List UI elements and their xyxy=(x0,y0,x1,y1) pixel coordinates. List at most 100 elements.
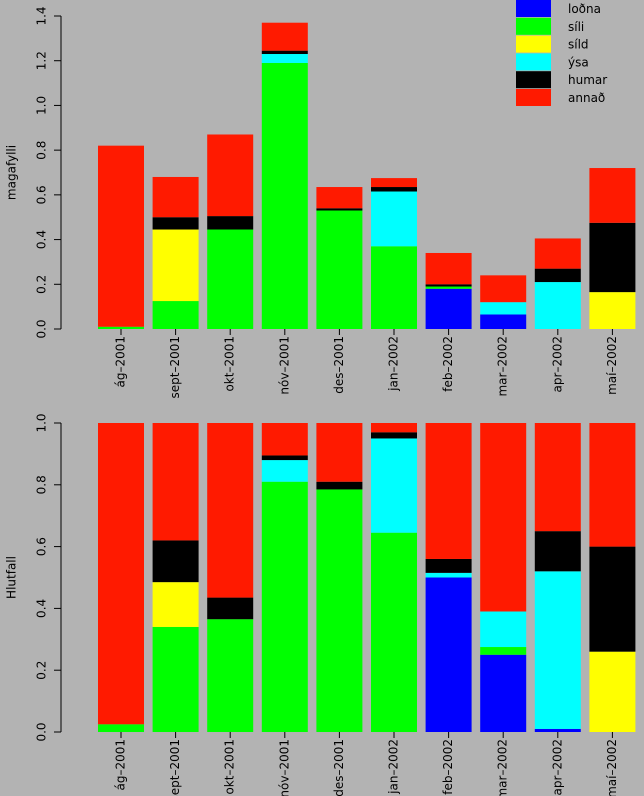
bar-segment-humar-1 xyxy=(152,217,199,230)
legend-label-sili: síli xyxy=(568,20,584,34)
bar-segment-lodna-8 xyxy=(534,728,581,732)
bar-segment-sili-1 xyxy=(152,301,199,329)
bar-segment-lodna-6 xyxy=(425,577,472,732)
bar-segment-humar-2 xyxy=(207,597,254,620)
x-tick-label: okt–2001 xyxy=(223,739,237,795)
proportion-panel: ág–2001 sept–2001 okt–2001 nóv–2001 des–2001… xyxy=(5,413,636,796)
y-tick-label: 0.0 xyxy=(35,722,49,741)
bar-segment-sili-2 xyxy=(207,229,254,329)
y-tick-label: 0.2 xyxy=(35,275,49,294)
y-tick-label: 1.4 xyxy=(35,6,49,25)
legend-swatch-annad xyxy=(516,89,551,106)
y-tick-label: 0.4 xyxy=(35,599,49,618)
bar-segment-ysa-5 xyxy=(371,438,417,533)
x-tick-label: jan–2002 xyxy=(387,336,401,392)
bar-segment-sild-9 xyxy=(589,651,636,732)
x-tick-label: ág–2001 xyxy=(114,336,128,388)
legend-swatch-sili xyxy=(516,17,551,35)
x-tick-label: feb–2002 xyxy=(441,739,455,795)
x-tick-label: apr–2002 xyxy=(550,336,564,392)
legend-label-humar: humar xyxy=(568,73,607,87)
bar-segment-annad-4 xyxy=(316,187,363,209)
bar-segment-humar-3 xyxy=(261,455,308,461)
y-axis-label: Hlutfall xyxy=(5,556,19,599)
bar-segment-ysa-3 xyxy=(261,460,308,482)
x-tick-label: maí–2002 xyxy=(605,336,619,395)
bar-segment-sili-2 xyxy=(207,619,254,732)
y-tick-label: 0.0 xyxy=(35,319,49,338)
bar-segment-annad-3 xyxy=(261,22,308,51)
legend-label-lodna: loðna xyxy=(568,2,601,16)
bar-segment-ysa-3 xyxy=(261,54,308,63)
legend-label-sild: síld xyxy=(568,38,589,52)
y-tick-label: 1.0 xyxy=(35,413,49,432)
bar-segment-lodna-6 xyxy=(425,288,472,329)
x-tick-label: des–2001 xyxy=(332,739,346,796)
y-tick-label: 0.6 xyxy=(35,537,49,556)
bar-segment-humar-2 xyxy=(207,216,254,230)
bar-segment-annad-5 xyxy=(371,423,417,433)
x-tick-label: apr–2002 xyxy=(550,739,564,795)
bar-segment-annad-3 xyxy=(261,423,308,456)
x-tick-label: jan–2002 xyxy=(387,739,401,795)
legend-label-annad: annað xyxy=(568,91,605,105)
bar-segment-sili-5 xyxy=(371,532,417,732)
bar-segment-annad-1 xyxy=(152,423,199,541)
y-tick-label: 0.2 xyxy=(35,661,49,680)
x-tick-label: okt–2001 xyxy=(223,336,237,392)
bar-segment-annad-0 xyxy=(98,423,144,725)
bar-segment-sili-4 xyxy=(316,210,363,329)
bar-segment-sili-6 xyxy=(425,286,472,289)
bar-segment-humar-8 xyxy=(534,268,581,283)
chart-legend: loðna síli síld ýsa humar annað xyxy=(516,0,607,106)
bar-segment-annad-8 xyxy=(534,423,581,532)
y-tick-label: 0.8 xyxy=(35,141,49,160)
bar-segment-annad-6 xyxy=(425,423,472,559)
stomach-fullness-panel: ág–2001 sept–2001 okt–2001 nóv–2001 des–2001… xyxy=(5,6,636,399)
legend-swatch-lodna xyxy=(516,0,551,17)
legend-swatch-sild xyxy=(516,35,551,53)
x-tick-label: ág–2001 xyxy=(114,739,128,791)
bar-segment-annad-7 xyxy=(480,275,527,303)
bar-segment-annad-4 xyxy=(316,423,363,482)
bar-segment-ysa-8 xyxy=(534,282,581,329)
bar-segment-annad-5 xyxy=(371,178,417,188)
bar-segment-ysa-6 xyxy=(425,572,472,578)
bar-segment-humar-1 xyxy=(152,540,199,583)
x-tick-label: mar–2002 xyxy=(496,739,510,796)
bar-segment-sild-1 xyxy=(152,229,199,302)
y-axis-label: magafylli xyxy=(5,145,19,200)
y-tick-label: 0.4 xyxy=(35,230,49,249)
bar-segment-lodna-7 xyxy=(480,314,527,329)
bar-segment-sili-3 xyxy=(261,62,308,329)
y-tick-label: 0.8 xyxy=(35,475,49,494)
y-tick-label: 0.6 xyxy=(35,185,49,204)
y-tick-label: 1.2 xyxy=(35,51,49,70)
bar-segment-annad-0 xyxy=(98,145,144,327)
x-tick-label: nóv–2001 xyxy=(277,336,291,395)
bar-segment-annad-9 xyxy=(589,423,636,547)
bar-segment-sili-0 xyxy=(98,724,144,732)
bar-segment-annad-7 xyxy=(480,423,527,612)
bar-segment-humar-5 xyxy=(371,432,417,439)
bar-segment-humar-6 xyxy=(425,558,472,573)
bar-segment-annad-1 xyxy=(152,176,199,218)
x-tick-label: nóv–2001 xyxy=(277,739,291,796)
x-tick-label: des–2001 xyxy=(332,336,346,394)
x-tick-label: maí–2002 xyxy=(605,739,619,796)
x-tick-label: mar–2002 xyxy=(496,336,510,397)
bar-segment-ysa-5 xyxy=(371,191,417,247)
bar-segment-sili-1 xyxy=(152,626,199,732)
x-tick-label: sept–2001 xyxy=(168,739,182,796)
bar-segment-humar-5 xyxy=(371,187,417,192)
x-tick-label: sept–2001 xyxy=(168,336,182,399)
bar-segment-sili-5 xyxy=(371,246,417,329)
bar-segment-annad-2 xyxy=(207,423,254,598)
bar-segment-humar-8 xyxy=(534,531,581,572)
bar-segment-ysa-8 xyxy=(534,571,581,729)
bar-segment-humar-9 xyxy=(589,546,636,652)
bar-segment-sild-9 xyxy=(589,292,636,329)
bar-segment-ysa-7 xyxy=(480,611,527,648)
y-tick-label: 1.0 xyxy=(35,96,49,115)
